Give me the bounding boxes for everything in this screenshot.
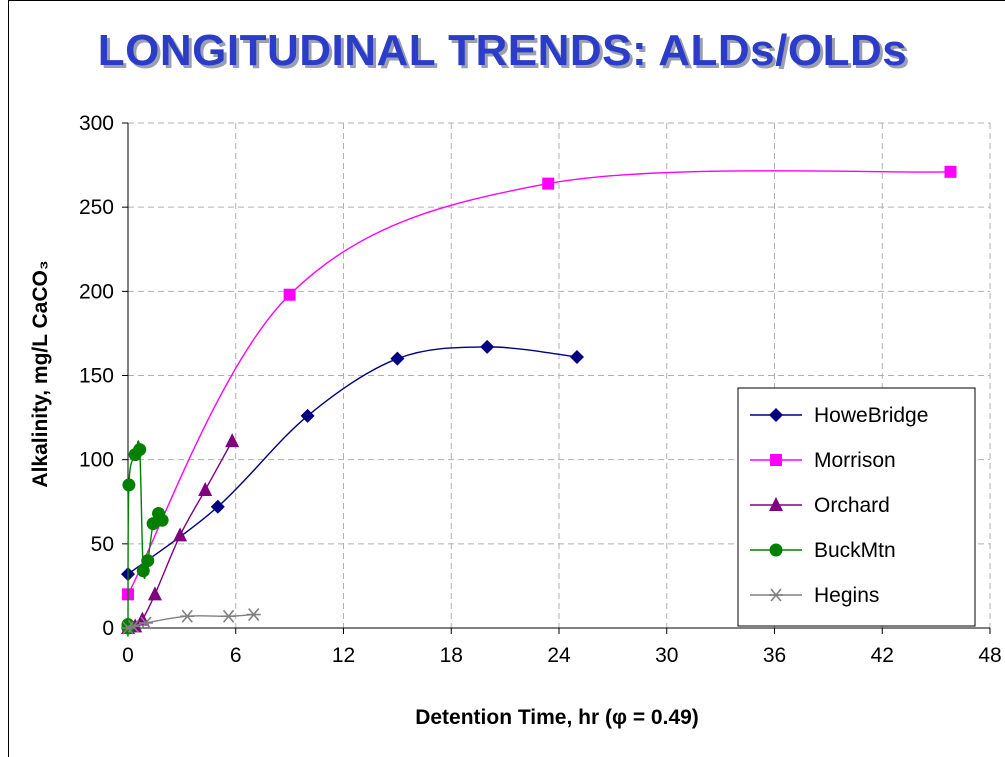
y-tick-label: 300 [79,112,114,135]
y-tick-label: 150 [79,365,114,388]
x-tick-label: 6 [230,644,242,667]
series-line-howebridge [128,347,577,574]
data-point-hegins [180,610,194,622]
data-point-orchard [198,482,212,496]
data-point-orchard [148,586,162,600]
x-tick-label: 0 [122,644,134,667]
data-point-buckmtn [133,443,146,456]
data-point-buckmtn [141,554,154,567]
x-tick-label: 18 [440,644,463,667]
data-point-morrison [284,289,296,301]
data-point-morrison [542,178,554,190]
data-point-buckmtn [156,514,169,527]
x-tick-label: 36 [763,644,786,667]
x-tick-label: 42 [871,644,894,667]
y-tick-label: 100 [79,449,114,472]
legend-marker-morrison [770,454,782,466]
data-point-howebridge [390,352,404,366]
y-tick-label: 0 [102,617,114,640]
x-tick-label: 12 [332,644,355,667]
chart-legend: HoweBridge Morrison Orchard BuckMtn Hegins [738,388,975,626]
data-point-hegins [222,610,236,622]
data-point-morrison [944,166,956,178]
data-point-orchard [225,433,239,447]
y-tick-label: 200 [79,280,114,303]
legend-marker-buckmtn [770,544,783,557]
legend-label: HoweBridge [814,404,928,427]
data-point-howebridge [570,350,584,364]
legend-label: Orchard [814,494,890,517]
legend-label: Hegins [814,584,879,607]
legend-label: BuckMtn [814,539,896,562]
data-point-hegins [247,609,261,621]
data-point-howebridge [480,340,494,354]
legend-label: Morrison [814,449,896,472]
data-point-orchard [173,527,187,541]
y-tick-label: 50 [91,533,114,556]
y-tick-label: 250 [79,196,114,219]
y-axis-label: Alkalinity, mg/L CaCO₃ [29,260,52,487]
series-line-buckmtn [128,441,162,636]
x-tick-label: 48 [978,644,1001,667]
x-tick-label: 24 [547,644,571,667]
x-tick-label: 30 [655,644,678,667]
data-point-buckmtn [122,478,135,491]
x-axis-label: Detention Time, hr (φ = 0.49) [415,706,699,729]
